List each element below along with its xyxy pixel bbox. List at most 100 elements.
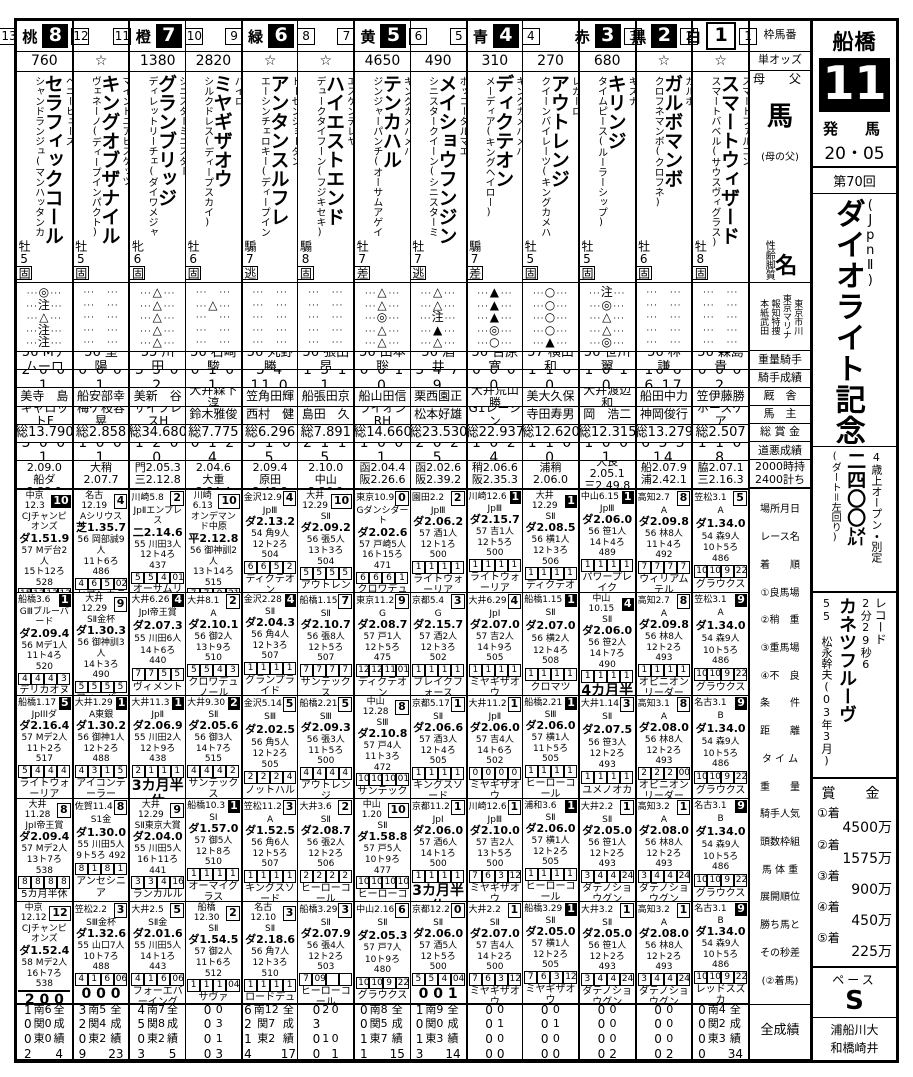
win-odds[interactable]: ☆ bbox=[693, 52, 748, 72]
past-race-block[interactable]: 川崎12.6 1 JpⅢ ダ2.10.0 57 吉2人 13ト5ろ 500 7 6 3 12 ミヤギ… bbox=[467, 799, 523, 902]
horse-name-block[interactable]: キングカメハメハ ディクテオン メーディア(キングヘイロー) 騸7差 bbox=[467, 72, 523, 284]
past-race-block[interactable]: 名古3.1 9 B ダ1.34.0 54 森9人 10ト5ろ 486 10 10 9 22 グラウク… bbox=[693, 696, 748, 799]
horse-name-block[interactable]: トーセンジョーダン アンタンスルフレ エーシンチェロキー(ディープイン 騸7逃 bbox=[242, 72, 298, 284]
past-race-block[interactable]: 中山6.15 1 JpⅢ ダ2.06.0 56 笹1人 14ト4ろ 489 1 1 1 1 パワープ… bbox=[579, 490, 635, 593]
past-race-block[interactable]: 名古12.19 4 Aシリウス 芝1.35.7 56 岡部誠9人 11ト6ろ 486 4 6 5… bbox=[73, 490, 129, 593]
past-race-block[interactable]: 浦和3.6 1 SⅡ ダ2.06.0 57 横1人 12ト2ろ 505 1 1 1 1 ヒーローコー… bbox=[523, 799, 578, 902]
win-odds[interactable]: 4650 bbox=[355, 52, 410, 72]
past-race-block[interactable]: 大井2.5 5 SⅡ金 ダ2.01.6 55 川田5人 14ト1ろ 443 4 1 6 06 フォー… bbox=[130, 902, 186, 1005]
past-race-block[interactable]: 中京12.3 10 CJチャンピオンズ ダ1.51.9 57 Mデ台2人 15ト12ろ 5… bbox=[17, 490, 72, 593]
win-odds[interactable]: ☆ bbox=[298, 52, 354, 72]
horse-name-block[interactable]: マインドユアビスケッツ キングオブザナイル ヴェネーノ(ディープインパクト) 牡5固 bbox=[73, 72, 129, 284]
past-race-block[interactable]: 中山2.16 6 SⅡ ダ2.05.3 57 戸7人 10ト9ろ 480 10 10 9 22 グラ… bbox=[355, 902, 410, 1005]
horse-column[interactable]: ☆ エスケンデレヤ ハイエストエンド デュークタイフーン(フジキセキ) 騸8固 ··· ··… bbox=[298, 21, 356, 1061]
past-race-block[interactable]: 高知3.1 8 A ダ2.08.0 56 林8人 12ト2ろ 493 2 2 2 00 オピニオンリ… bbox=[636, 696, 692, 799]
past-race-block[interactable]: 川崎5.8 2 JpⅡエンプレス 二2.14.6 55 川田3人 12ト4ろ 437 5 5 4… bbox=[130, 490, 186, 593]
horse-column[interactable]: ☆ マインドユアビスケッツ キングオブザナイル ヴェネーノ(ディープインパクト) 牡5固… bbox=[73, 21, 131, 1061]
past-race-block[interactable]: 大井11.3 1 JpⅡ ダ2.06.9 55 川田2人 12ト9ろ 438 2 1 1 1 3カ月… bbox=[130, 696, 186, 799]
win-odds[interactable]: ☆ bbox=[636, 52, 692, 72]
past-race-block[interactable]: 中山12.28 8 SⅢ ダ2.10.8 57 戸4人 11ト3ろ 472 10 10 10 01… bbox=[355, 696, 410, 799]
past-race-block[interactable]: 大井1.29 1 A東銀 ダ1.30.2 56 御神1人 12ト2ろ 488 4 3 1 5 アイコ… bbox=[73, 696, 129, 799]
past-race-block[interactable]: 船橋10.3 1 SⅠ ダ1.57.0 57 御5人 12ト8ろ 510 1 1 1 1 オーマイグ… bbox=[186, 799, 241, 902]
past-race-block[interactable]: 船橋3.29 1 SⅡ ダ2.05.0 57 横1人 12ト2ろ 505 7 6 3 12 ミヤギザ… bbox=[523, 902, 578, 1005]
past-race-block[interactable]: 中山1.20 10 SⅡ ダ1.58.8 57 戸5人 10ト9ろ 477 10 10 10 10… bbox=[355, 799, 410, 902]
past-race-block[interactable]: 京都5.4 3 G ダ2.15.7 57 酒2人 12ト3ろ 502 1 1 1 1 ブレイクフォー… bbox=[410, 593, 466, 696]
past-race-block[interactable]: 大井6.26 4 JpⅠ帝王賞 ダ2.07.3 55 川田6人 14ト6ろ 440 7 7 5 5… bbox=[130, 593, 186, 696]
past-race-block[interactable]: 船橋1.17 5 JpIIIダ ダ2.16.4 57 Mデ2人 11ト2ろ 517 5 4 4 4… bbox=[17, 696, 72, 799]
past-race-block[interactable]: 園田2.2 2 JpⅢ ダ2.06.2 57 酒1人 12ト1ろ 500 1 1 1 1 ライトウォ… bbox=[410, 490, 466, 593]
past-race-block[interactable]: 佐賀11.4 8 S1金 ダ1.30.0 55 川田5人 9ト5ろ 492 8 1 8 1 アンセシ… bbox=[73, 799, 129, 902]
past-race-block[interactable]: 名古3.1 9 B ダ1.34.0 54 森9人 10ト5ろ 486 10 10 9 22 グラウク… bbox=[693, 799, 748, 902]
past-race-block[interactable]: 大井12.29 9 SⅡ金杯 ダ1.30.3 56 御神訓3人 14ト3ろ 490 5 5 5 5… bbox=[73, 593, 129, 696]
horse-name-block[interactable]: レガーロ アウトレンジ クイーンバイレーツ(キングカメハ 牡5固 bbox=[523, 72, 578, 284]
horse-column[interactable]: 490 ホッコータルマエ メイショウフンジン シニスタークイーン(シニスターミ 牡7逃 ·… bbox=[410, 21, 468, 1061]
past-race-block[interactable]: 大井11.28 8 JpⅠ帝王賞 ダ2.09.4 57 Mデ2人 13ト7ろ 538 8 8 8… bbox=[17, 799, 72, 902]
win-odds[interactable]: 1380 bbox=[130, 52, 186, 72]
past-race-block[interactable]: 大井2.2 1 SⅡ ダ2.05.0 56 笹1人 12ト2ろ 493 3 4 4 24 ダテノショ… bbox=[579, 799, 635, 902]
past-race-block[interactable]: 大井6.29 4 JpⅠ ダ2.07.0 57 吉2人 14ト9ろ 505 1 1 1 1 ミヤギザ… bbox=[467, 593, 523, 696]
past-race-block[interactable]: 笠松3.1 5 A ダ1.34.0 54 森9人 10ト5ろ 486 10 10 9 22 グラウク… bbox=[693, 490, 748, 593]
horse-name-block[interactable]: スマートファルコン スマートウィザード スマートバベル(サウスヴィグラス) 牡8固 bbox=[693, 72, 748, 284]
past-race-block[interactable]: 大井2.2 1 SⅡ ダ2.07.0 57 吉4人 14ト2ろ 500 7 6 3 12 ミヤギザオ… bbox=[467, 902, 523, 1005]
past-race-block[interactable]: 高知2.7 8 A ダ2.09.8 56 林8人 12ト2ろ 493 1 1 1 1 オピニオンリー… bbox=[636, 593, 692, 696]
past-race-block[interactable]: 笠松11.2 3 A ダ1.52.5 56 角6人 12ト5ろ 507 1 1 1 1 キングスソー… bbox=[242, 799, 298, 902]
horse-column[interactable]: 270 レガーロ アウトレンジ クイーンバイレーツ(キングカメハ 牡5固 ···○··· ·… bbox=[523, 21, 580, 1061]
win-odds[interactable]: 270 bbox=[523, 52, 578, 72]
past-race-block[interactable]: 川崎6.13 10 オンデマンド中原 平2.12.8 56 御神訓2人 13ト14ろ 51… bbox=[186, 490, 241, 593]
past-race-block[interactable]: 大井12.29 1 SⅡ ダ2.08.5 56 横1人 12ト3ろ 506 1 1 1 1 ディクテ… bbox=[523, 490, 578, 593]
horse-name-block[interactable]: ガルボ ガルボマンボ クロフネマンボ(クロフネ) 牡6固 bbox=[636, 72, 692, 284]
past-race-block[interactable]: 大井9.30 2 SⅡ ダ2.05.6 56 御3人 14ト7ろ 515 4 4 4 2 サンテック… bbox=[186, 696, 241, 799]
past-race-block[interactable]: 船橋2.21 5 SⅢ ダ2.09.3 56 張3人 11ト5ろ 500 4 4 4 4 アウトレン… bbox=[298, 696, 354, 799]
past-race-block[interactable]: 京都11.2 1 JpⅠ ダ2.06.0 57 酒6人 14ト1ろ 500 1 1 1 1 3カ月半… bbox=[410, 799, 466, 902]
past-race-block[interactable]: 大井12.29 10 SⅡ ダ2.09.2 56 張5人 13ト3ろ 504 5 5 5 5 アウト… bbox=[298, 490, 354, 593]
win-odds[interactable]: ☆ bbox=[242, 52, 298, 72]
past-race-block[interactable]: 船橋1.15 7 SⅡ ダ2.10.7 56 張8人 12ト5ろ 507 7 7 7 7 サンテック… bbox=[298, 593, 354, 696]
past-race-block[interactable]: 川崎12.6 1 JpⅢ ダ2.15.7 57 吉1人 12ト5ろ 500 1 1 1 1 ライトウ… bbox=[467, 490, 523, 593]
past-race-block[interactable]: 東京10.9 0 Gダンシダート ダ2.02.6 57 戸崎5人 16ト15ろ 471 6 6… bbox=[355, 490, 410, 593]
horse-name-block[interactable]: キズナ キリンジ タイムピース(ルーラーシップ) 牡5固 bbox=[579, 72, 635, 284]
horse-column[interactable]: 2820 パイロ ミヤギザオウ シルクドレス(ディープスカイ) 牡6固 ··· ··· ···… bbox=[186, 21, 243, 1061]
win-odds[interactable]: 2820 bbox=[186, 52, 241, 72]
past-race-block[interactable]: 大井3.2 1 SⅡ ダ2.05.0 56 笹1人 12ト2ろ 493 3 4 4 24 ダテノショ… bbox=[579, 902, 635, 1005]
past-race-block[interactable]: 金沢5.14 5 SⅢ ダ2.02.5 56 角5人 12ト2ろ 505 2 2 2 4 ノットハル bbox=[242, 696, 298, 799]
past-race-block[interactable]: 船橋2.21 1 SⅢ ダ2.06.0 57 横1人 11ト5ろ 505 1 1 1 1 ヒーローコ… bbox=[523, 696, 578, 799]
horse-column[interactable]: 黒 2 2 ☆ ガルボ ガルボマンボ クロフネマンボ(クロフネ) 牡6固 ··· ··· ··· ··… bbox=[631, 21, 699, 1061]
win-odds[interactable]: 310 bbox=[467, 52, 523, 72]
past-race-block[interactable]: 笠松3.1 9 A ダ1.34.0 54 森9人 10ト5ろ 486 10 10 9 22 グラウク… bbox=[693, 593, 748, 696]
horse-name-block[interactable]: キングカメハメハ テンカハル ジンジャーパンチ(オーサムアゲイ 牡7差 bbox=[355, 72, 410, 284]
past-race-block[interactable]: 名古3.1 9 B ダ1.34.0 54 森9人 10ト5ろ 486 10 10 9 22 レッドス… bbox=[693, 902, 748, 1005]
past-race-block[interactable]: 金沢12.9 4 JpⅢ ダ2.13.2 54 角9人 12ト2ろ 504 6 6 5 2 ディクテ… bbox=[242, 490, 298, 593]
past-race-block[interactable]: 中山10.15 4 SⅡ ダ2.06.0 56 笹2人 14ト7ろ 490 1 1 1 1 4カ月半… bbox=[579, 593, 635, 696]
past-race-block[interactable]: 名古12.10 3 SⅡ ダ2.18.6 56 角7人 12ト3ろ 510 1 1 1 1 ロードデ… bbox=[242, 902, 298, 1005]
past-race-block[interactable]: 中京12.12 12 CJチャンピオンズ ダ1.52.4 58 Mデ2人 16ト7ろ 53… bbox=[17, 902, 72, 1005]
past-race-block[interactable]: 大井8.1 2 A ダ2.10.1 56 御2人 13ト9ろ 510 5 5 4 3 クロワデュノー… bbox=[186, 593, 241, 696]
horse-column[interactable]: 11 橙 7 10 1380 シニスターミニスター グランブリッジ ディレットリーチェ(ダイワ… bbox=[112, 21, 203, 1061]
horse-column[interactable]: 13 桃 8 12 760 ヘニーヒューズ セラフィックコール シャンドランジュ(マンハッタン… bbox=[0, 21, 90, 1061]
past-race-block[interactable]: 大井12.29 9 SⅡ東京大賞 ダ2.04.0 55 川田5人 16ト11ろ 441 3 3… bbox=[130, 799, 186, 902]
horse-name-block[interactable]: シニスターミニスター グランブリッジ ディレットリーチェ(ダイワメジャ 牝6固 bbox=[130, 72, 186, 284]
past-race-block[interactable]: 船橋1.15 1 SⅡ ダ2.07.0 56 横2人 12ト4ろ 508 1 1 1 1 クロマツ bbox=[523, 593, 578, 696]
past-race-block[interactable]: 大井3.6 2 SⅡ ダ2.08.7 56 張2人 12ト2ろ 506 2 2 2 2 ヒーローコー… bbox=[298, 799, 354, 902]
past-race-block[interactable]: 金沢2.28 4 SⅡ ダ2.04.3 56 角4人 12ト3ろ 507 1 1 1 1 グランプラ… bbox=[242, 593, 298, 696]
past-race-block[interactable]: 高知3.2 1 A ダ2.08.0 56 林8人 12ト2ろ 493 3 4 4 24 ダテノショウ… bbox=[636, 799, 692, 902]
horse-name-block[interactable]: エスケンデレヤ ハイエストエンド デュークタイフーン(フジキセキ) 騸8固 bbox=[298, 72, 354, 284]
past-race-block[interactable]: 京都5.17 1 SⅡ ダ2.06.6 57 酒3人 12ト4ろ 505 1 1 1 1 キングスソ… bbox=[410, 696, 466, 799]
horse-column[interactable]: 5 青 4 4 310 キングカメハメハ ディクテオン メーディア(キングヘイロー) 騸7差 ··… bbox=[449, 21, 540, 1061]
horse-column[interactable]: 7 黄 5 6 4650 キングカメハメハ テンカハル ジンジャーパンチ(オーサムアゲイ 牡7差… bbox=[337, 21, 428, 1061]
horse-column[interactable]: 白 1 1 ☆ スマートファルコン スマートウィザード スマートバベル(サウスヴィグラス) 牡… bbox=[686, 21, 758, 1061]
past-race-block[interactable]: 船橋12.30 2 SⅡ ダ1.54.5 57 御2人 11ト6ろ 512 1 1 1 04 サヴァ bbox=[186, 902, 241, 1005]
win-odds[interactable]: 680 bbox=[579, 52, 635, 72]
win-odds[interactable]: ☆ bbox=[73, 52, 129, 72]
past-race-block[interactable]: 船橋3.6 1 GⅢブルーバード ダ2.09.4 56 Mデ1人 11ト4ろ 520 4 4 4… bbox=[17, 593, 72, 696]
past-race-block[interactable]: 笠松2.2 3 SⅢ金杯 ダ1.32.6 55 山口7人 10ト7ろ 488 4 1 6 06 0 … bbox=[73, 902, 129, 1005]
horse-name-block[interactable]: ホッコータルマエ メイショウフンジン シニスタークイーン(シニスターミ 牡7逃 bbox=[410, 72, 466, 284]
win-odds[interactable]: 490 bbox=[410, 52, 466, 72]
past-race-block[interactable]: 高知2.7 8 A ダ2.09.8 56 林8人 11ト4ろ 492 7 7 7 7 ウィリアムテル bbox=[636, 490, 692, 593]
past-race-block[interactable]: 大井11.2 1 JpⅡ ダ2.06.0 57 吉4人 14ト6ろ 502 0 0 0 0 ミヤギザ… bbox=[467, 696, 523, 799]
horse-column[interactable]: 赤 3 3 680 キズナ キリンジ タイムピース(ルーラーシップ) 牡5固 ···注··· ··… bbox=[575, 21, 642, 1061]
horse-column[interactable]: 9 緑 6 8 ☆ トーセンジョーダン アンタンスルフレ エーシンチェロキー(ディープイン 騸7… bbox=[225, 21, 316, 1061]
past-race-block[interactable]: 京都12.2 0 SⅡ ダ2.06.0 57 酒5人 12ト5ろ 500 5 5 4 04 0 0 … bbox=[410, 902, 466, 1005]
horse-name-block[interactable]: パイロ ミヤギザオウ シルクドレス(ディープスカイ) 牡6固 bbox=[186, 72, 241, 284]
horse-name-block[interactable]: ヘニーヒューズ セラフィックコール シャンドランジュ(マンハッタンカ 牡5固 bbox=[17, 72, 72, 284]
past-race-block[interactable]: 大井1.14 3 SⅡ ダ2.07.5 56 笹3人 12ト2ろ 493 1 1 1 1 ユメノオカ bbox=[579, 696, 635, 799]
